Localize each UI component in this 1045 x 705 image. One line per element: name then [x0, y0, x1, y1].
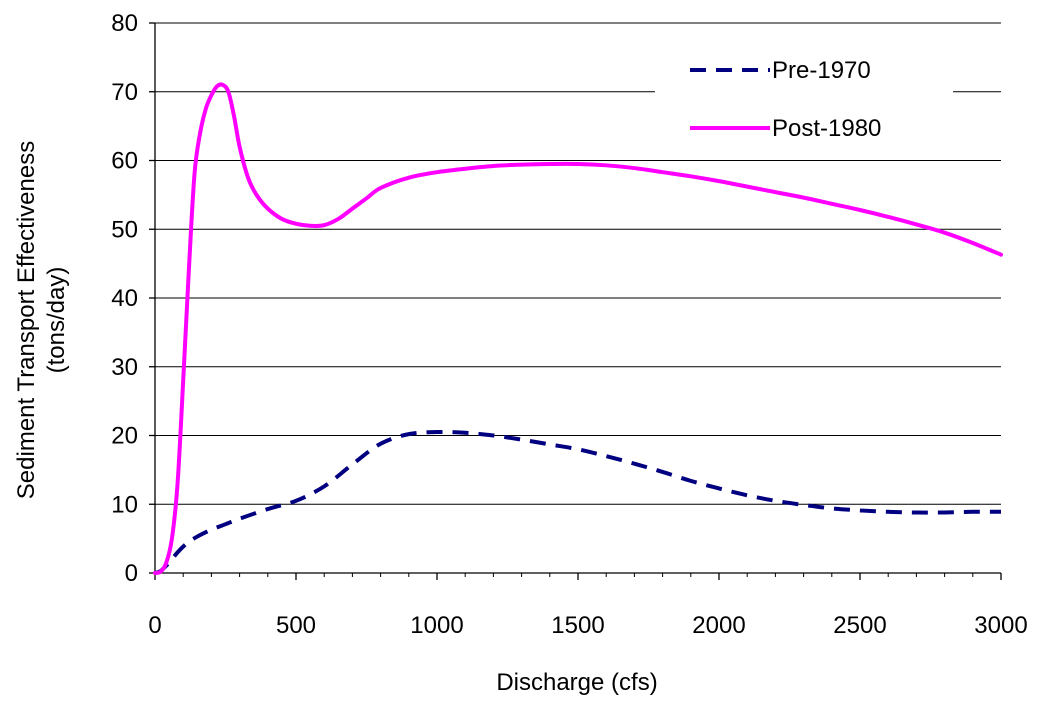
- series-line-pre-1970: [154, 429, 1002, 575]
- y-tick-label-0: 0: [125, 560, 138, 587]
- x-tick-label-2500: 2500: [833, 612, 886, 639]
- legend-label-post-1980: Post-1980: [772, 115, 881, 142]
- plot-series: [153, 82, 1003, 575]
- x-tick-label-1000: 1000: [410, 612, 463, 639]
- y-axis-title-line-1: Sediment Transport Effectiveness: [13, 141, 40, 499]
- x-tick-label-2000: 2000: [692, 612, 745, 639]
- x-tick-label-1500: 1500: [551, 612, 604, 639]
- series-line-post-1980: [153, 82, 1003, 575]
- y-tick-label-40: 40: [111, 285, 138, 312]
- y-tick-label-30: 30: [111, 354, 138, 381]
- y-tick-label-60: 60: [111, 148, 138, 175]
- y-tick-label-10: 10: [111, 491, 138, 518]
- y-tick-label-20: 20: [111, 423, 138, 450]
- y-tick-label-50: 50: [111, 216, 138, 243]
- y-tick-label-80: 80: [111, 10, 138, 37]
- x-tick-label-0: 0: [148, 612, 161, 639]
- x-axis-title: Discharge (cfs): [496, 669, 657, 696]
- x-tick-label-3000: 3000: [974, 612, 1027, 639]
- y-axis-title-line-2: (tons/day): [43, 267, 70, 374]
- grid-lines: [155, 22, 1001, 505]
- x-tick-label-500: 500: [276, 612, 316, 639]
- axes: 0 10 20 30 40 50 60 70 80 0 500 1000 1500 2000 2500 300…: [111, 10, 1027, 639]
- legend-label-pre-1970: Pre-1970: [772, 57, 871, 84]
- y-tick-label-70: 70: [111, 79, 138, 106]
- legend: Pre-1970 Post-1980: [690, 57, 881, 142]
